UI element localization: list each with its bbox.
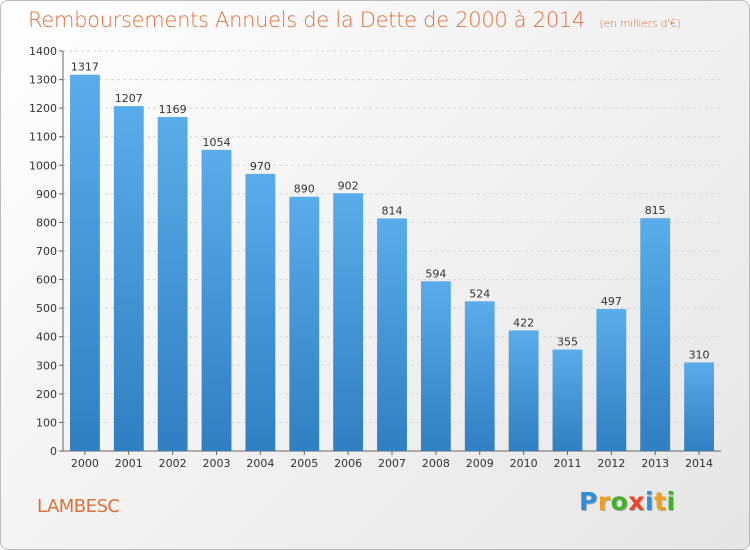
y-tick-label: 1400: [29, 45, 57, 58]
value-label: 422: [513, 316, 534, 329]
logo-letter: x: [628, 487, 645, 516]
city-name: LAMBESC: [37, 496, 120, 517]
bar-2008: [420, 281, 451, 451]
x-tick-label: 2006: [334, 457, 362, 470]
value-label: 815: [645, 204, 666, 217]
x-tick-label: 2014: [685, 457, 713, 470]
y-tick-label: 300: [36, 359, 57, 372]
chart-title: Remboursements Annuels de la Dette de 20…: [28, 8, 681, 32]
x-tick-label: 2010: [510, 457, 538, 470]
bar-2010: [508, 330, 539, 451]
logo-letter: o: [610, 487, 629, 516]
bar-2012: [596, 309, 627, 451]
bar-2002: [157, 117, 188, 451]
y-tick-label: 100: [36, 416, 57, 429]
y-tick-label: 1000: [29, 159, 57, 172]
proxiti-logo: Proxiti: [579, 487, 676, 516]
bars: [70, 74, 714, 452]
value-label: 1169: [159, 103, 187, 116]
y-tick-label: 1100: [29, 131, 57, 144]
value-label: 1054: [203, 136, 231, 149]
value-label: 1207: [115, 92, 143, 105]
y-tick-label: 1300: [29, 74, 57, 87]
bar-2005: [289, 196, 320, 451]
bar-2000: [70, 74, 100, 451]
bar-2011: [552, 349, 583, 451]
x-tick-label: 2007: [378, 457, 406, 470]
bar-2001: [113, 106, 144, 452]
x-tick-label: 2002: [159, 457, 187, 470]
logo-letter: i: [645, 487, 655, 516]
x-tick-label: 2001: [115, 457, 143, 470]
logo-letter: P: [579, 487, 598, 516]
value-label: 890: [294, 183, 315, 196]
x-tick-label: 2012: [597, 457, 625, 470]
bar-2007: [377, 218, 407, 451]
bar-2013: [640, 218, 671, 451]
y-tick-label: 900: [36, 188, 57, 201]
x-tick-label: 2009: [466, 457, 494, 470]
value-label: 355: [557, 336, 578, 349]
bar-2003: [201, 149, 232, 451]
x-tick-label: 2005: [290, 457, 318, 470]
labels: 0 100 200 300 400 500 600 700 800 900 1000 1100 1200…: [29, 45, 713, 470]
x-tick-label: 2008: [422, 457, 450, 470]
value-label: 902: [338, 179, 359, 192]
value-label: 594: [425, 267, 446, 280]
bar-2009: [464, 301, 495, 451]
x-tick-label: 2003: [203, 457, 231, 470]
value-label: 310: [689, 348, 710, 361]
logo-letter: r: [597, 487, 611, 516]
chart-subtitle: (en milliers d'€): [599, 17, 681, 30]
value-label: 1317: [71, 61, 99, 74]
x-tick-label: 2011: [553, 457, 581, 470]
x-tick-label: 2004: [246, 457, 274, 470]
x-tick-label: 2013: [641, 457, 669, 470]
y-tick-label: 1200: [29, 102, 57, 115]
y-tick-label: 400: [36, 331, 57, 344]
y-tick-label: 500: [36, 302, 57, 315]
y-tick-label: 600: [36, 274, 57, 287]
bar-2014: [684, 362, 714, 451]
value-label: 970: [250, 160, 271, 173]
x-tick-label: 2000: [71, 457, 99, 470]
chart-title-text: Remboursements Annuels de la Dette de 20…: [28, 8, 585, 32]
bar-2006: [333, 193, 364, 452]
value-label: 814: [382, 204, 403, 217]
bar-2004: [245, 173, 276, 451]
y-tick-label: 800: [36, 216, 57, 229]
value-label: 497: [601, 295, 622, 308]
logo-letter: i: [666, 487, 676, 516]
y-tick-label: 0: [50, 445, 57, 458]
logo-letter: t: [654, 487, 667, 516]
y-tick-label: 200: [36, 388, 57, 401]
y-tick-label: 700: [36, 245, 57, 258]
value-label: 524: [469, 287, 490, 300]
